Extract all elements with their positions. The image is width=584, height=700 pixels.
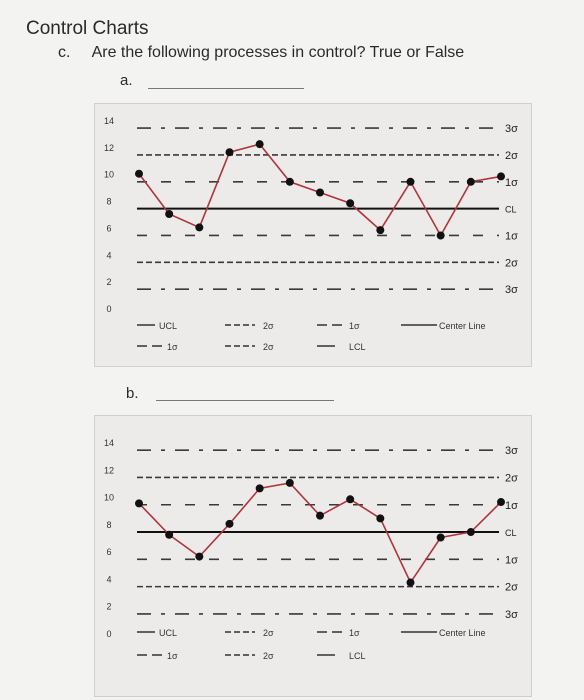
data-point bbox=[497, 172, 505, 181]
data-point bbox=[195, 552, 204, 561]
legend-label: 2σ bbox=[263, 321, 274, 331]
legend-label: 1σ bbox=[349, 321, 360, 331]
y-tick-label: 2 bbox=[106, 602, 111, 612]
data-point bbox=[497, 498, 505, 507]
y-tick-label: 8 bbox=[106, 520, 111, 530]
control-line-label: 1σ bbox=[505, 177, 518, 189]
control-line-label: 3σ bbox=[505, 123, 518, 135]
data-point bbox=[255, 484, 264, 493]
data-point bbox=[436, 533, 445, 542]
data-point bbox=[135, 169, 143, 178]
y-tick-label: 12 bbox=[104, 465, 114, 475]
legend-label: 1σ bbox=[167, 342, 178, 352]
y-tick-label: 2 bbox=[106, 277, 111, 287]
legend-label: 2σ bbox=[263, 628, 274, 638]
data-point bbox=[466, 177, 475, 186]
y-tick-label: 10 bbox=[104, 493, 114, 503]
control-line-label: 1σ bbox=[505, 554, 518, 566]
data-point bbox=[376, 226, 385, 235]
legend-label: 1σ bbox=[349, 628, 360, 638]
y-tick-label: 4 bbox=[106, 574, 111, 584]
part-b-label: b. bbox=[126, 385, 139, 402]
y-tick-label: 6 bbox=[106, 547, 111, 557]
legend-label: Center Line bbox=[439, 628, 486, 638]
legend-label: 1σ bbox=[167, 651, 178, 661]
control-line-label: 1σ bbox=[505, 230, 518, 242]
data-point bbox=[376, 514, 385, 523]
data-point bbox=[316, 188, 324, 197]
control-line-label: 1σ bbox=[505, 500, 518, 512]
control-line-label: 2σ bbox=[505, 257, 518, 269]
data-point bbox=[346, 199, 355, 208]
control-chart-a-svg: 14 12 10 8 6 4 2 0 3σ 2σ 1σ CL 1σ 2σ 3σ UCL 2σ 1σ Center L… bbox=[104, 116, 518, 352]
control-line-label: 2σ bbox=[505, 472, 518, 484]
data-point bbox=[285, 177, 294, 186]
legend-label: 2σ bbox=[263, 651, 274, 661]
legend-label: UCL bbox=[159, 321, 177, 331]
part-a-label: a. bbox=[120, 72, 133, 89]
data-point bbox=[285, 478, 294, 487]
data-point bbox=[436, 231, 445, 240]
control-line-label: 2σ bbox=[505, 150, 518, 162]
data-point bbox=[195, 223, 204, 232]
control-chart-b-svg: 14 12 10 8 6 4 2 0 3σ 2σ 1σ CL 1σ 2σ 3σ UCL 2σ 1σ Center L… bbox=[104, 438, 518, 661]
question-c: c. Are the following processes in contro… bbox=[58, 44, 464, 62]
y-tick-label: 10 bbox=[104, 170, 114, 180]
answer-b-blank[interactable] bbox=[156, 400, 334, 401]
control-line-label: 2σ bbox=[505, 582, 518, 594]
page-title: Control Charts bbox=[26, 18, 149, 39]
data-point bbox=[466, 528, 475, 537]
control-chart-a: 14 12 10 8 6 4 2 0 3σ 2σ 1σ CL 1σ 2σ 3σ UCL 2σ 1σ Center L… bbox=[94, 103, 532, 367]
legend-label: Center Line bbox=[439, 321, 486, 331]
control-line-label: CL bbox=[505, 205, 517, 215]
question-letter: c. bbox=[58, 44, 71, 61]
legend-label: UCL bbox=[159, 628, 177, 638]
data-point bbox=[406, 177, 415, 186]
control-line-label: 3σ bbox=[505, 284, 518, 296]
control-line-label: 3σ bbox=[505, 445, 518, 457]
y-tick-label: 4 bbox=[106, 250, 111, 260]
legend-label: LCL bbox=[349, 342, 366, 352]
legend-label: 2σ bbox=[263, 342, 274, 352]
answer-a-blank[interactable] bbox=[148, 88, 304, 89]
control-line-label: 3σ bbox=[505, 609, 518, 621]
y-tick-label: 0 bbox=[106, 304, 111, 314]
data-point bbox=[225, 519, 234, 528]
y-tick-label: 8 bbox=[106, 197, 111, 207]
control-line-label: CL bbox=[505, 528, 517, 538]
data-point bbox=[165, 530, 174, 539]
data-point bbox=[165, 210, 174, 218]
data-point bbox=[225, 148, 234, 157]
data-point bbox=[316, 511, 324, 520]
data-point bbox=[406, 578, 415, 587]
y-tick-label: 6 bbox=[106, 223, 111, 233]
data-point bbox=[135, 499, 143, 508]
question-text: Are the following processes in control? … bbox=[91, 44, 465, 61]
y-tick-label: 14 bbox=[104, 116, 114, 126]
y-tick-label: 12 bbox=[104, 143, 114, 153]
data-point bbox=[255, 140, 264, 149]
data-point bbox=[346, 495, 355, 504]
y-tick-label: 0 bbox=[106, 629, 111, 639]
legend-label: LCL bbox=[349, 651, 366, 661]
y-tick-label: 14 bbox=[104, 438, 114, 448]
control-chart-b: 14 12 10 8 6 4 2 0 3σ 2σ 1σ CL 1σ 2σ 3σ UCL 2σ 1σ Center L… bbox=[94, 415, 532, 697]
